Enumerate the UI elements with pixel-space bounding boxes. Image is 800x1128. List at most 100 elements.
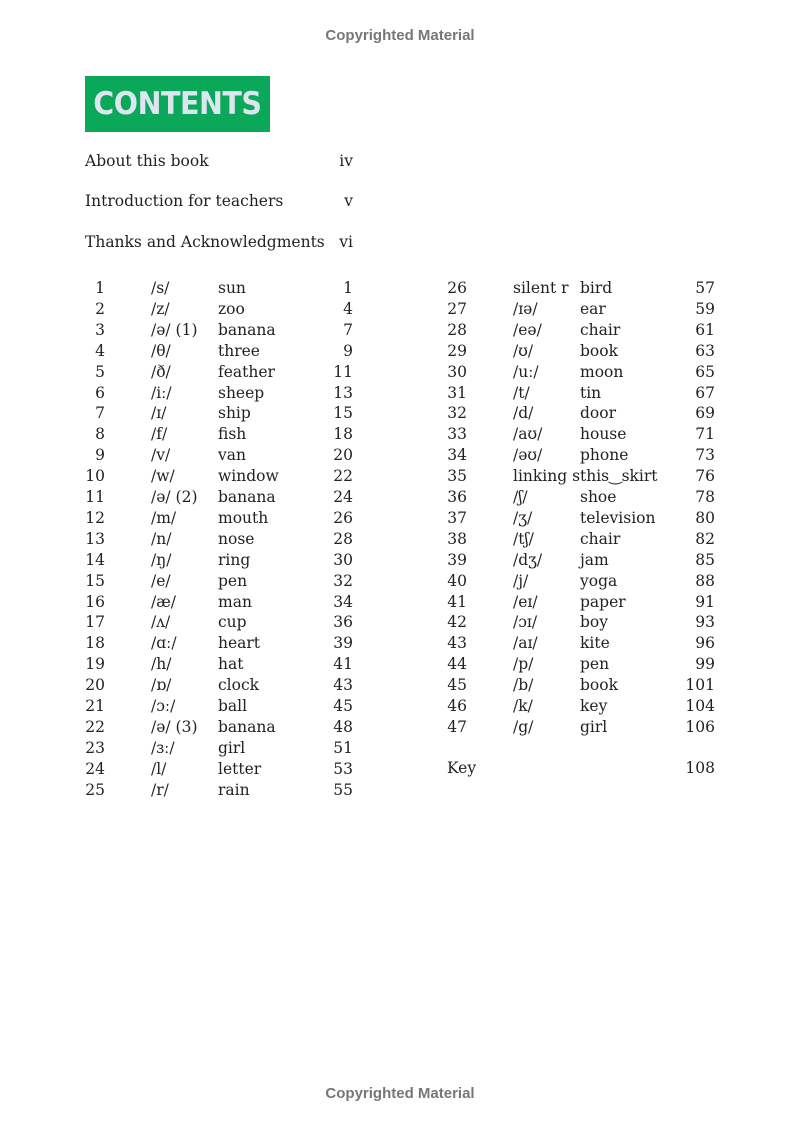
unit-number: 35 [447,467,467,486]
toc-unit-row[interactable]: 20/ɒ/clock 43 [85,675,353,696]
unit-sound: /l/ [151,759,167,778]
unit-sound: /ŋ/ [151,550,172,569]
toc-unit-row[interactable]: 31/t/tin 67 [447,383,715,404]
unit-example-word: house [580,425,627,444]
unit-page: 101 [685,676,715,695]
unit-number: 25 [85,780,105,799]
unit-example-word: mouth [218,508,269,527]
unit-example-word: ring [218,550,251,569]
unit-page: 63 [695,341,715,360]
toc-unit-row[interactable]: 37/ʒ/television 80 [447,508,715,529]
toc-unit-row[interactable]: 29/ʊ/book 63 [447,341,715,362]
toc-unit-row[interactable]: 17/ʌ/cup 36 [85,612,353,633]
unit-example-word: pen [218,571,248,590]
toc-unit-row[interactable]: 46/k/key 104 [447,696,715,717]
toc-unit-row[interactable]: 35 linking s this‿skirt 76 [447,466,715,487]
copyright-watermark-bottom: Copyrighted Material [325,1085,475,1102]
unit-page: 34 [333,592,353,611]
toc-unit-row[interactable]: 27/ɪə/ear 59 [447,299,715,320]
unit-example-word: man [218,592,252,611]
toc-unit-row[interactable]: 5/ð/feather 11 [85,362,353,383]
unit-page: 18 [333,425,353,444]
unit-sound: /əʊ/ [513,446,543,465]
unit-example-word: clock [218,676,260,695]
toc-unit-row[interactable]: 25/r/rain 55 [85,780,353,801]
toc-unit-row[interactable]: 26 silent r bird 57 [447,278,715,299]
unit-sound: /ə/ (1) [151,320,198,339]
toc-unit-row[interactable]: 6/iː/sheep 13 [85,383,353,404]
unit-example-word: key [580,697,608,715]
toc-unit-row[interactable]: 41/eɪ/paper 91 [447,592,715,613]
unit-number: 8 [95,425,105,444]
toc-unit-row[interactable]: 15/e/pen 32 [85,571,353,592]
toc-unit-row[interactable]: 39/dʒ/jam 85 [447,550,715,571]
toc-unit-row[interactable]: 9/v/van 20 [85,445,353,466]
toc-unit-row[interactable]: 47/g/girl 106 [447,717,715,738]
toc-unit-row[interactable]: 34/əʊ/phone 73 [447,445,715,466]
toc-unit-row[interactable]: 45/b/book 101 [447,675,715,696]
unit-sound: /ʃ/ [513,488,528,506]
toc-unit-row[interactable]: 14/ŋ/ring 30 [85,550,353,571]
unit-page: 36 [333,613,353,632]
unit-sound: /ɜː/ [151,738,175,757]
unit-number: 38 [447,529,467,548]
unit-page: 91 [695,592,715,611]
toc-unit-row[interactable]: 44/p/pen 99 [447,654,715,675]
unit-page: 7 [343,320,353,339]
toc-unit-row[interactable]: 22/ə/ (3) banana 48 [85,717,353,738]
toc-unit-row[interactable]: 12/m/mouth 26 [85,508,353,529]
unit-sound: /ɪə/ [513,299,538,318]
unit-number: 39 [447,550,467,569]
unit-number: 4 [95,341,105,360]
toc-unit-row[interactable]: 42/ɔɪ/boy 93 [447,612,715,633]
toc-unit-row[interactable]: 8/f/fish 18 [85,424,353,445]
unit-page: 48 [333,717,353,736]
toc-unit-row[interactable]: 11/ə/ (2) banana 24 [85,487,353,508]
unit-number: 45 [447,676,467,695]
toc-unit-row[interactable]: 19/h/hat 41 [85,654,353,675]
toc-unit-row[interactable]: 1/s/sun 1 [85,278,353,299]
toc-unit-row[interactable]: 16/æ/man 34 [85,592,353,613]
unit-example-word: chair [580,320,621,339]
unit-sound: /ɔɪ/ [513,613,538,632]
unit-example-word: door [580,404,616,423]
toc-unit-row[interactable]: 28/eə/chair 61 [447,320,715,341]
toc-entry-key[interactable]: Key 108 [447,758,715,779]
toc-unit-row[interactable]: 43/aɪ/kite 96 [447,633,715,654]
toc-unit-row[interactable]: 3/ə/ (1) banana 7 [85,320,353,341]
unit-example-word: heart [218,634,261,653]
toc-unit-row[interactable]: 2/z/zoo 4 [85,299,353,320]
unit-page: 85 [695,550,715,569]
unit-example-word: ball [218,697,248,715]
toc-unit-row[interactable]: 24/l/letter 53 [85,759,353,780]
toc-unit-row[interactable]: 30/uː/moon 65 [447,362,715,383]
toc-unit-row[interactable]: 33/aʊ/house 71 [447,424,715,445]
unit-sound: /dʒ/ [513,550,543,569]
toc-unit-row[interactable]: 4/θ/three 9 [85,341,353,362]
toc-entry-thanks[interactable]: Thanks and Acknowledgments vi [85,233,353,251]
unit-sound: /uː/ [513,362,539,381]
unit-page: 55 [333,780,353,799]
toc-unit-row[interactable]: 10/w/window 22 [85,466,353,487]
toc-unit-row[interactable]: 7/ɪ/ship 15 [85,403,353,424]
unit-number: 42 [447,613,467,632]
unit-sound: /iː/ [151,383,172,402]
unit-example-word: ship [218,404,251,423]
unit-page: 104 [685,697,715,715]
unit-sound: /b/ [513,676,534,695]
toc-unit-row[interactable]: 23/ɜː/girl 51 [85,738,353,759]
toc-unit-row[interactable]: 21/ɔː/ball 45 [85,696,353,717]
toc-entry-introduction[interactable]: Introduction for teachers v [85,192,353,210]
toc-unit-row[interactable]: 40/j/yoga 88 [447,571,715,592]
toc-unit-row[interactable]: 36/ʃ/shoe 78 [447,487,715,508]
unit-example-word: girl [580,717,608,736]
unit-page: 24 [333,488,353,506]
toc-unit-row[interactable]: 32/d/door 69 [447,403,715,424]
toc-unit-row[interactable]: 38/tʃ/chair 82 [447,529,715,550]
toc-unit-row[interactable]: 18/ɑː/heart 39 [85,633,353,654]
unit-number: 33 [447,425,467,444]
toc-entry-about[interactable]: About this book iv [85,152,353,170]
unit-number: 28 [447,320,467,339]
toc-unit-row[interactable]: 13/n/nose 28 [85,529,353,550]
entry-page: 108 [685,759,715,777]
